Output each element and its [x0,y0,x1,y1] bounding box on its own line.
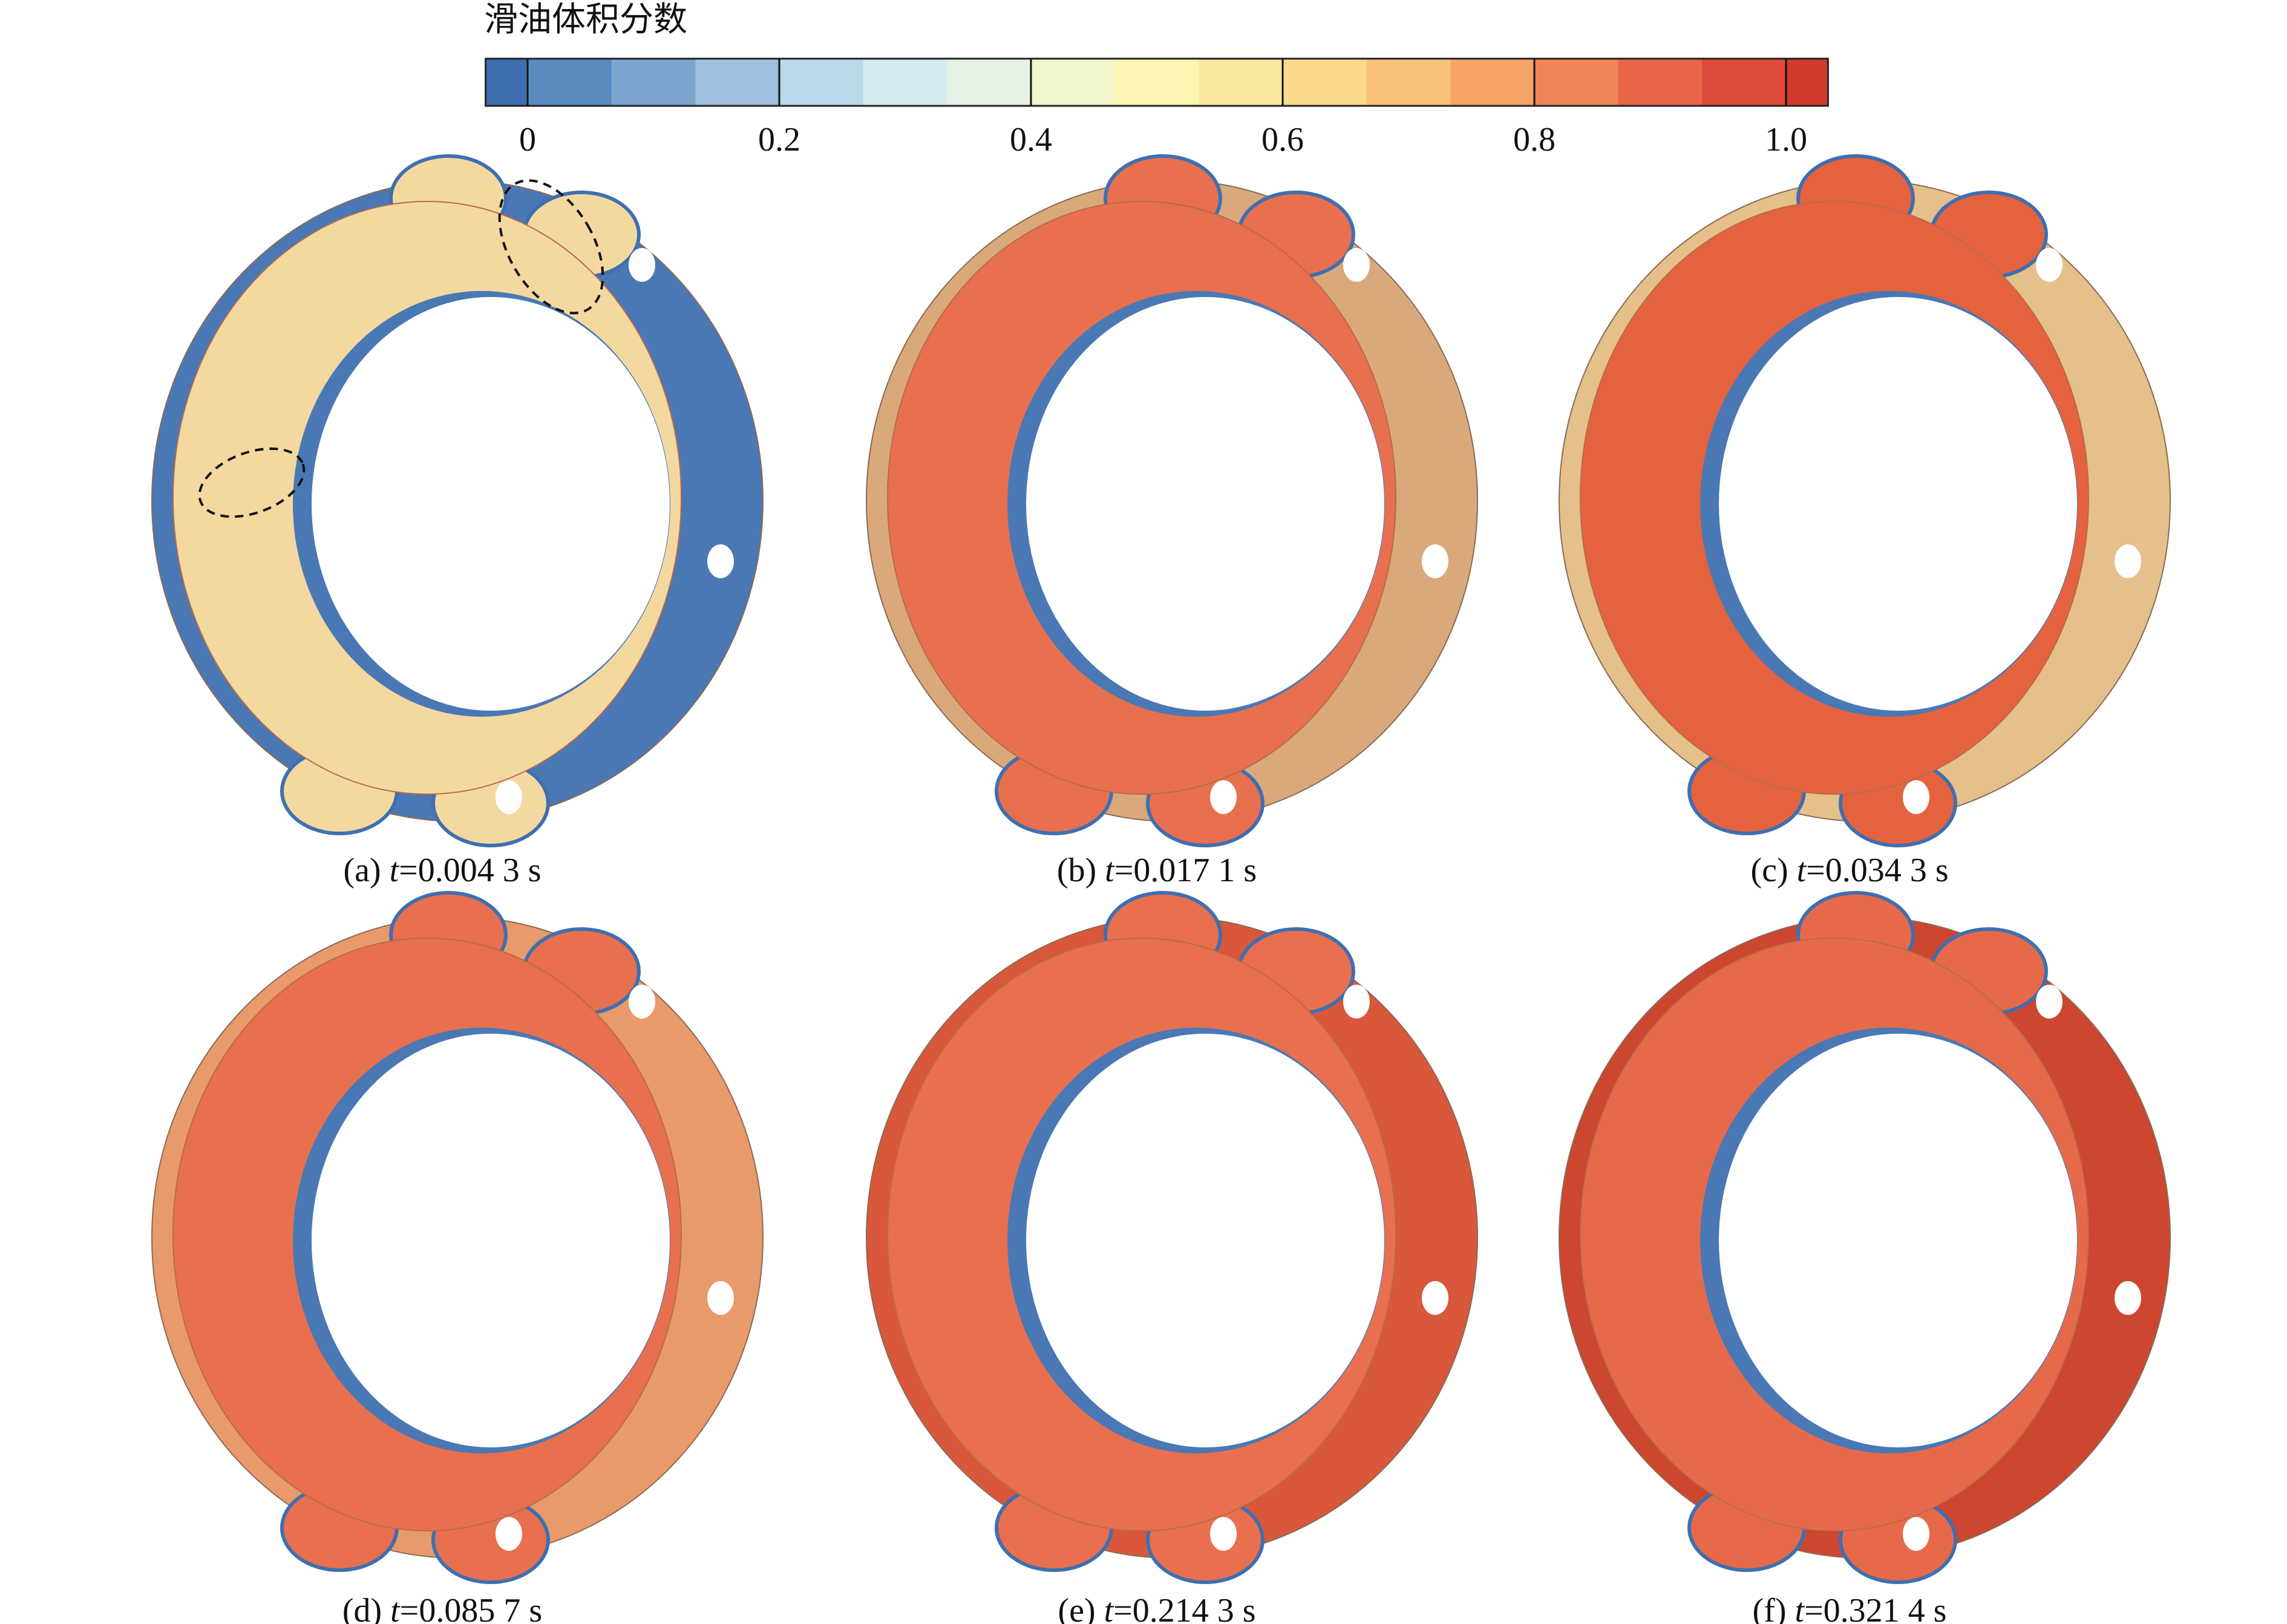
caption-label: (b) [1057,852,1096,889]
colorbar-segment [1534,59,1619,106]
ring-bore [1026,1034,1384,1447]
ring-hole [1343,985,1370,1019]
caption-time: =0.004 3 s [399,852,541,889]
colorbar-tick-label: 1.0 [1765,121,1807,158]
ring-hole [707,544,734,578]
ring-hole [707,1281,734,1315]
colorbar-segment [1366,59,1451,106]
colorbar-tick-label: 0.6 [1261,121,1304,158]
panel-caption: (f) t=0.321 4 s [1753,1592,1947,1624]
panel-caption: (e) t=0.214 3 s [1058,1592,1255,1624]
ring-bore [1719,1034,2077,1447]
colorbar-segment [1283,59,1367,106]
ring-panel [866,891,1478,1584]
caption-label: (e) [1058,1592,1095,1624]
ring-hole [1422,1281,1448,1315]
panel-caption: (c) t=0.034 3 s [1750,852,1948,889]
colorbar-tick-label: 0.2 [758,121,800,158]
ring-panel [151,891,764,1584]
panel-caption: (d) t=0.085 7 s [342,1592,542,1624]
caption-label: (c) [1750,852,1788,889]
colorbar-segment [1786,59,1828,106]
ring-panel [866,154,1478,847]
caption-time: =0.034 3 s [1806,852,1948,889]
colorbar-segment [779,59,864,106]
caption-variable: t [390,852,400,889]
ring-hole [1210,780,1237,814]
ring-hole [1422,544,1448,578]
caption-time: =0.017 1 s [1114,852,1257,889]
ring-hole [2115,544,2141,578]
colorbar-segment [947,59,1032,106]
ring-panel [1559,154,2171,847]
caption-time: =0.321 4 s [1804,1592,1946,1624]
colorbar-segment [1199,59,1283,106]
panel-caption: (b) t=0.017 1 s [1057,852,1257,889]
caption-variable: t [1797,852,1807,889]
ring-hole [629,985,655,1019]
colorbar-segment [528,59,612,106]
colorbar-segment [863,59,947,106]
caption-label: (a) [343,852,381,889]
colorbar-tick-label: 0.8 [1513,121,1556,158]
colorbar-segment [611,59,696,106]
ring-hole [1210,1517,1237,1551]
caption-time: =0.214 3 s [1113,1592,1255,1624]
caption-variable: t [1105,852,1115,889]
ring-hole [1903,780,1929,814]
colorbar-segment [1450,59,1535,106]
ring-panel [1559,891,2171,1584]
highlight-ellipse [498,179,604,315]
ring-hole [629,248,655,282]
colorbar-frame [485,57,1829,107]
ring-hole [2036,985,2063,1019]
panel-caption: (a) t=0.004 3 s [343,852,541,889]
colorbar-segment [1702,59,1787,106]
ring-hole [496,1517,522,1551]
ring-hole [1903,1517,1929,1551]
ring-hole [1343,248,1370,282]
colorbar-segment [695,59,780,106]
colorbar-segment [1618,59,1703,106]
colorbar-segment [1031,59,1116,106]
caption-time: =0.085 7 s [400,1592,542,1624]
ring-hole [2115,1281,2141,1315]
caption-label: (d) [342,1592,382,1624]
ring-bore [312,1034,670,1447]
colorbar-segment [1114,59,1199,106]
colorbar-tick-label: 0 [519,121,536,158]
colorbar-segment [485,59,528,106]
caption-label: (f) [1753,1592,1787,1624]
ring-bore [312,297,670,711]
ring-bore [1719,297,2077,711]
colorbar-tick-label: 0.4 [1010,121,1052,158]
ring-bore [1026,297,1384,711]
colorbar-title: 滑油体积分数 [484,1,687,39]
ring-panel [151,154,764,847]
caption-variable: t [1795,1592,1805,1624]
highlight-ellipse [198,447,306,518]
caption-variable: t [1104,1592,1114,1624]
caption-variable: t [390,1592,401,1624]
ring-hole [496,780,522,814]
ring-hole [2036,248,2063,282]
